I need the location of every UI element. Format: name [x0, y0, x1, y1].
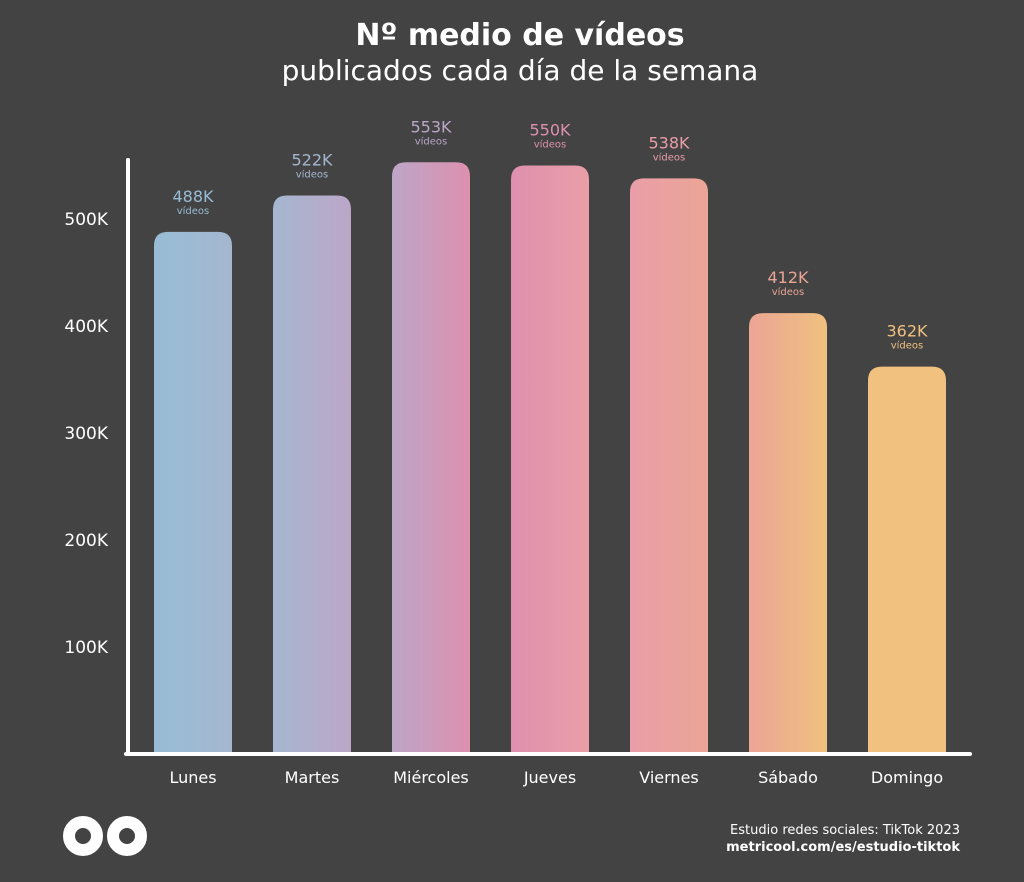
bar-sábado: [749, 313, 827, 754]
footer-url[interactable]: metricool.com/es/estudio-tiktok: [726, 840, 960, 855]
bar-value-label: 553K: [410, 117, 452, 136]
bar-value-label: 522K: [291, 150, 333, 169]
bar-value-unit: vídeos: [177, 205, 210, 217]
y-tick-label: 300K: [64, 424, 108, 444]
bar-value-unit: vídeos: [415, 135, 448, 147]
x-tick-label: Jueves: [523, 768, 576, 787]
bar-martes: [273, 195, 351, 754]
chart-title: Nº medio de vídeos: [355, 18, 685, 53]
bar-value-label: 488K: [172, 187, 214, 206]
x-tick-label: Martes: [285, 768, 340, 787]
bar-miércoles: [392, 162, 470, 755]
x-tick-label: Domingo: [871, 768, 943, 787]
y-tick-label: 200K: [64, 531, 108, 551]
footer-study: Estudio redes sociales: TikTok 2023: [730, 823, 960, 838]
bar-value-label: 362K: [886, 322, 928, 341]
bar-value-label: 412K: [767, 268, 809, 287]
bar-value-unit: vídeos: [296, 168, 329, 180]
bar-value-unit: vídeos: [772, 286, 805, 298]
x-tick-label: Miércoles: [393, 768, 469, 787]
y-tick-label: 500K: [64, 210, 108, 230]
y-tick-label: 100K: [64, 638, 108, 658]
x-tick-label: Viernes: [639, 768, 699, 787]
bar-chart: 100K200K300K400K500K488KvídeosLunes522Kv…: [64, 117, 972, 787]
bar-value-label: 550K: [529, 121, 571, 140]
x-tick-label: Lunes: [169, 768, 216, 787]
bar-domingo: [868, 366, 946, 754]
bar-value-unit: vídeos: [653, 151, 686, 163]
y-tick-label: 400K: [64, 317, 108, 337]
metricool-logo-icon: [63, 816, 147, 856]
chart-subtitle: publicados cada día de la semana: [281, 54, 759, 87]
x-tick-label: Sábado: [758, 768, 818, 787]
bar-lunes: [154, 231, 232, 755]
bar-value-label: 538K: [648, 133, 690, 152]
bar-viernes: [630, 178, 708, 755]
bar-value-unit: vídeos: [534, 139, 567, 151]
bar-value-unit: vídeos: [891, 340, 924, 352]
bar-jueves: [511, 165, 589, 754]
